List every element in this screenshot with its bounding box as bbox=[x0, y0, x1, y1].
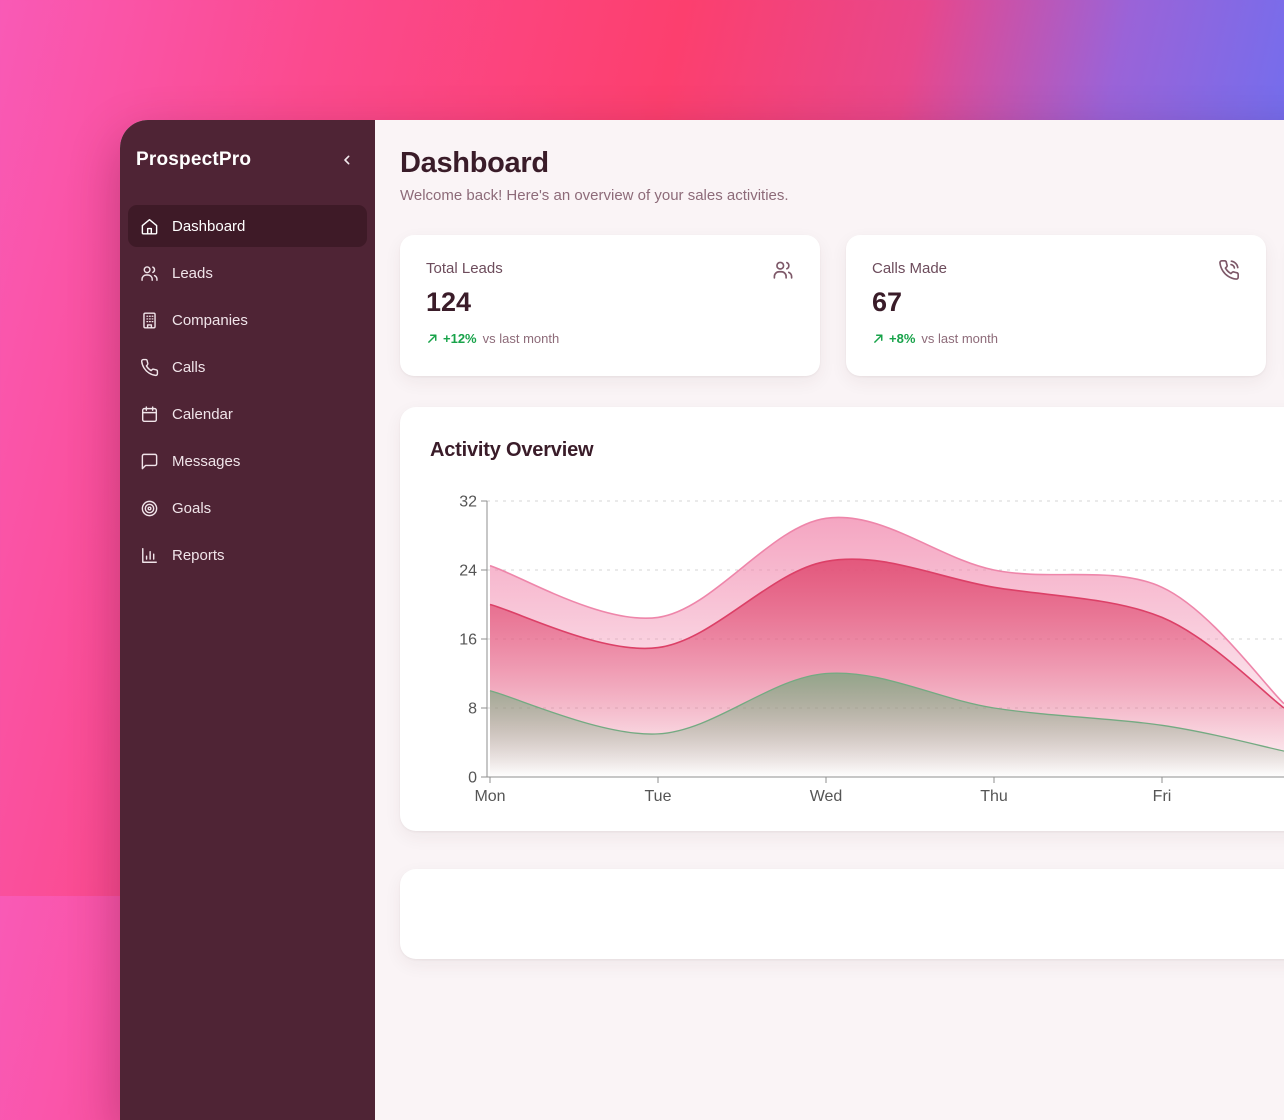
target-icon bbox=[140, 499, 159, 518]
app-window: ProspectPro Dashboard Leads Companies Calls… bbox=[120, 120, 1284, 1120]
message-icon bbox=[140, 452, 159, 471]
svg-text:Tue: Tue bbox=[645, 788, 672, 805]
stat-card-total-leads: Total Leads 124 +12% vs last month bbox=[400, 235, 820, 376]
sidebar-item-calls[interactable]: Calls bbox=[128, 346, 367, 388]
bar-chart-icon bbox=[140, 546, 159, 565]
users-icon bbox=[140, 264, 159, 283]
svg-text:0: 0 bbox=[468, 770, 477, 787]
page-title: Dashboard bbox=[400, 147, 549, 179]
svg-text:24: 24 bbox=[459, 563, 477, 580]
svg-text:8: 8 bbox=[468, 701, 477, 718]
svg-text:16: 16 bbox=[459, 632, 477, 649]
svg-text:Mon: Mon bbox=[474, 788, 505, 805]
sidebar-item-messages[interactable]: Messages bbox=[128, 440, 367, 482]
home-icon bbox=[140, 217, 159, 236]
svg-text:Wed: Wed bbox=[810, 788, 843, 805]
sidebar-item-label: Messages bbox=[172, 452, 241, 470]
sidebar-item-companies[interactable]: Companies bbox=[128, 299, 367, 341]
arrow-up-right-icon bbox=[872, 332, 885, 345]
sidebar-item-label: Dashboard bbox=[172, 217, 246, 235]
trend-percent: +12% bbox=[443, 331, 477, 346]
sidebar-item-label: Companies bbox=[172, 311, 248, 329]
phone-icon bbox=[140, 358, 159, 377]
sidebar: ProspectPro Dashboard Leads Companies Calls… bbox=[120, 120, 375, 1120]
chart-title: Activity Overview bbox=[430, 439, 594, 461]
trend-suffix: vs last month bbox=[921, 331, 998, 346]
trend-percent: +8% bbox=[889, 331, 916, 346]
sidebar-item-leads[interactable]: Leads bbox=[128, 252, 367, 294]
sidebar-header: ProspectPro bbox=[128, 142, 367, 178]
sidebar-collapse-button[interactable] bbox=[337, 150, 357, 170]
stat-label: Calls Made bbox=[872, 260, 948, 277]
sidebar-nav: Dashboard Leads Companies Calls Calendar Mess… bbox=[128, 205, 367, 576]
stats-grid: Total Leads 124 +12% vs last month Calls Mad… bbox=[400, 235, 1284, 376]
stat-trend: +8% vs last month bbox=[872, 331, 1240, 346]
stat-card-calls-made: Calls Made 67 +8% vs last month bbox=[846, 235, 1266, 376]
sidebar-item-label: Goals bbox=[172, 499, 212, 517]
stat-label: Total Leads bbox=[426, 260, 503, 277]
stat-value: 124 bbox=[426, 287, 472, 317]
chevron-left-icon bbox=[339, 152, 355, 168]
page-subtitle: Welcome back! Here's an overview of your… bbox=[400, 187, 789, 204]
sidebar-item-calendar[interactable]: Calendar bbox=[128, 393, 367, 435]
phone-call-icon bbox=[1218, 259, 1240, 281]
partial-bottom-card bbox=[400, 869, 1284, 959]
stat-trend: +12% vs last month bbox=[426, 331, 794, 346]
main-content: Dashboard Welcome back! Here's an overvi… bbox=[375, 120, 1284, 1120]
arrow-up-right-icon bbox=[426, 332, 439, 345]
svg-text:Fri: Fri bbox=[1153, 788, 1172, 805]
sidebar-item-goals[interactable]: Goals bbox=[128, 487, 367, 529]
activity-area-chart: 0 8 16 24 32 Mon Tue Wed Thu Fri bbox=[459, 494, 1284, 805]
sidebar-item-label: Reports bbox=[172, 546, 225, 564]
sidebar-item-label: Calendar bbox=[172, 405, 233, 423]
app-title: ProspectPro bbox=[136, 149, 252, 170]
building-icon bbox=[140, 311, 159, 330]
svg-text:Thu: Thu bbox=[980, 788, 1008, 805]
users-icon bbox=[772, 259, 794, 281]
trend-suffix: vs last month bbox=[482, 331, 560, 346]
svg-text:32: 32 bbox=[459, 494, 477, 511]
stat-value: 67 bbox=[872, 287, 903, 317]
sidebar-item-label: Calls bbox=[172, 358, 206, 376]
sidebar-item-reports[interactable]: Reports bbox=[128, 534, 367, 576]
sidebar-item-label: Leads bbox=[172, 264, 213, 282]
calendar-icon bbox=[140, 405, 159, 424]
activity-overview-card: Activity Overview 0 8 16 24 32 Mon Tue Wed Thu Fr… bbox=[400, 407, 1284, 831]
sidebar-item-dashboard[interactable]: Dashboard bbox=[128, 205, 367, 247]
